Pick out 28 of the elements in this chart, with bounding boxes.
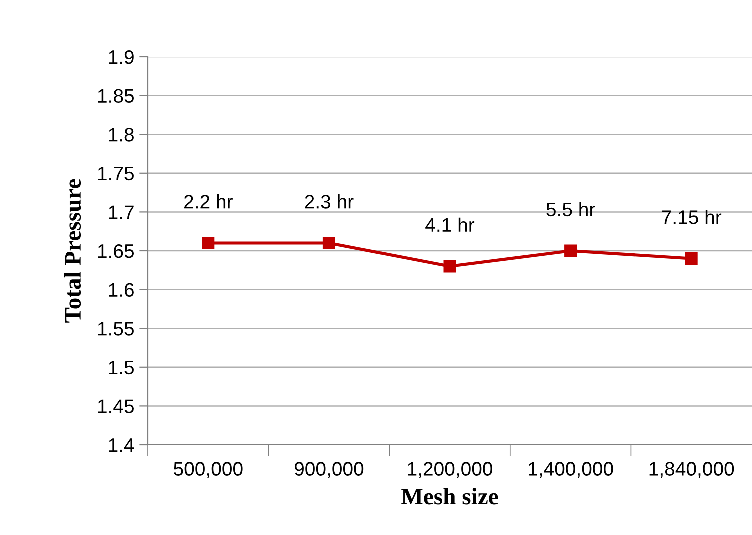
x-axis-title: Mesh size [402,488,498,505]
y-tick-label: 1.85 [98,89,134,104]
point [202,236,215,250]
x-tick-label: 500,000 [174,462,243,478]
y-tick-label: 1.8 [109,128,134,142]
y-tick-label: 1.7 [109,206,134,220]
y-axis-title: Total Pressure [64,179,82,323]
annotation: 5.5 hr [546,202,596,217]
annotation: 7.15 hr [662,210,722,224]
point [685,252,698,266]
y-tick-label: 1.9 [109,50,134,64]
annotation: 2.2 hr [184,194,233,209]
y-tick-label: 1.45 [98,400,134,414]
point [322,236,336,250]
x-tick-label: 1,840,000 [650,462,734,478]
x-tick-label: 900,000 [294,462,364,478]
y-tick-label: 1.5 [109,361,134,375]
point [564,244,578,258]
x-tick-label: 1,400,000 [529,462,614,478]
x-tick-label: 1,200,000 [408,462,492,478]
y-tick-label: 1.4 [109,438,134,452]
point [444,260,456,273]
y-tick-label: 1.55 [98,322,134,336]
y-tick-label: 1.75 [98,167,134,181]
y-tick-label: 1.6 [109,283,134,298]
annotation: 4.1 hr [426,218,475,232]
annotation: 2.3 hr [305,194,354,209]
y-tick-label: 1.65 [98,244,134,258]
